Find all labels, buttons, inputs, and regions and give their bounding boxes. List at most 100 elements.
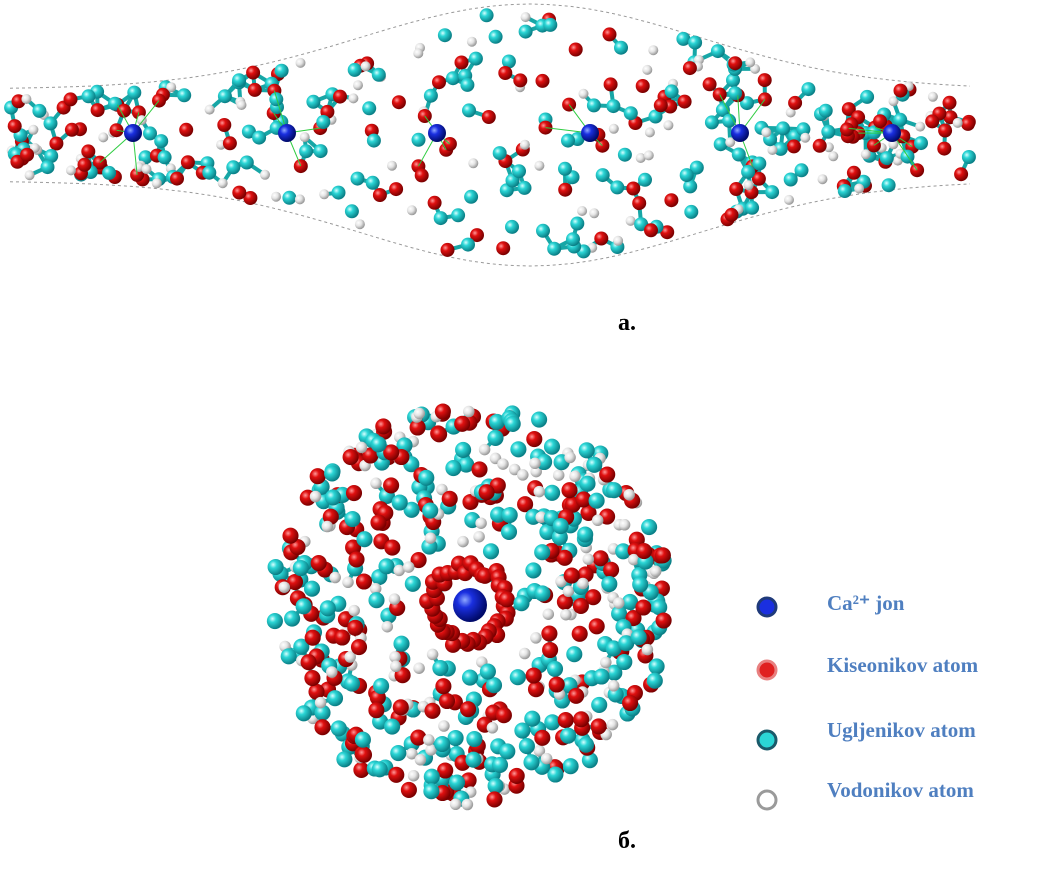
atom	[520, 140, 530, 150]
atom	[21, 94, 31, 104]
atom	[170, 172, 184, 186]
atom	[284, 611, 300, 627]
atom	[606, 99, 620, 113]
atom	[117, 104, 131, 118]
atom	[20, 148, 34, 162]
atom	[529, 458, 541, 470]
atom	[787, 139, 801, 153]
atom	[154, 134, 168, 148]
atom	[8, 119, 22, 133]
atom	[205, 105, 215, 115]
atom	[838, 184, 852, 198]
atom	[961, 117, 975, 131]
atom	[745, 201, 759, 215]
ca-ion	[453, 588, 487, 622]
atom	[305, 630, 321, 646]
atom	[346, 485, 362, 501]
atom	[519, 25, 533, 39]
atom	[461, 238, 475, 252]
atom	[389, 593, 401, 605]
atom	[465, 752, 481, 768]
atom	[487, 722, 499, 734]
atom	[526, 431, 542, 447]
legend-label: Ca²⁺ jon	[827, 591, 905, 615]
atom	[353, 80, 363, 90]
legend-label: Ugljenikov atom	[827, 718, 976, 742]
atom	[252, 131, 266, 145]
atom	[296, 705, 312, 721]
atom	[767, 145, 777, 155]
atom	[813, 139, 827, 153]
atom	[390, 745, 406, 761]
atom	[179, 123, 193, 137]
atom	[711, 44, 725, 58]
atom	[648, 45, 658, 55]
atom	[375, 418, 391, 434]
atom	[578, 737, 594, 753]
atom	[348, 551, 364, 567]
atom	[355, 219, 365, 229]
legend-label: Kiseonikov atom	[827, 653, 979, 677]
atom	[181, 155, 195, 169]
atom	[356, 442, 368, 454]
atom	[279, 581, 291, 593]
atom	[393, 636, 409, 652]
atom	[928, 92, 938, 102]
atom	[613, 236, 623, 246]
atom	[462, 799, 474, 811]
atom	[854, 184, 864, 194]
atom	[589, 618, 605, 634]
atom	[517, 469, 529, 481]
atom	[818, 174, 828, 184]
atom	[356, 573, 372, 589]
atom	[460, 701, 476, 717]
atom	[544, 439, 560, 455]
atom	[449, 774, 465, 790]
atom	[573, 711, 589, 727]
atom	[513, 73, 527, 87]
atom	[579, 476, 595, 492]
atom	[547, 661, 563, 677]
atom	[776, 121, 790, 135]
atom	[534, 161, 544, 171]
atom	[306, 95, 320, 109]
atom	[609, 124, 619, 134]
atom	[424, 89, 438, 103]
atom	[423, 783, 439, 799]
atom	[566, 646, 582, 662]
atom	[408, 770, 420, 782]
ca-ion	[124, 124, 142, 142]
atom	[422, 503, 438, 519]
atom	[614, 41, 628, 55]
atom	[894, 84, 908, 98]
atom	[403, 561, 415, 573]
atom	[544, 485, 560, 501]
atom	[510, 669, 526, 685]
atom	[482, 110, 496, 124]
atom	[392, 494, 408, 510]
atom	[102, 166, 116, 180]
atom	[370, 478, 382, 490]
atom	[435, 403, 451, 419]
atom	[152, 178, 162, 188]
atom	[560, 609, 572, 621]
atom	[579, 89, 589, 99]
atom	[344, 511, 360, 527]
atom	[599, 466, 615, 482]
atom	[310, 468, 326, 484]
atom	[293, 560, 309, 576]
atom	[439, 693, 455, 709]
atom	[526, 667, 542, 683]
legend-swatch	[758, 661, 776, 679]
atom	[665, 84, 679, 98]
atom	[467, 37, 477, 47]
atom	[310, 491, 322, 503]
atom	[479, 444, 491, 456]
atom	[232, 186, 246, 200]
atom	[450, 799, 462, 811]
atom	[371, 436, 387, 452]
atom	[469, 52, 483, 66]
atom	[608, 680, 620, 692]
atom	[314, 719, 330, 735]
atom	[82, 89, 96, 103]
